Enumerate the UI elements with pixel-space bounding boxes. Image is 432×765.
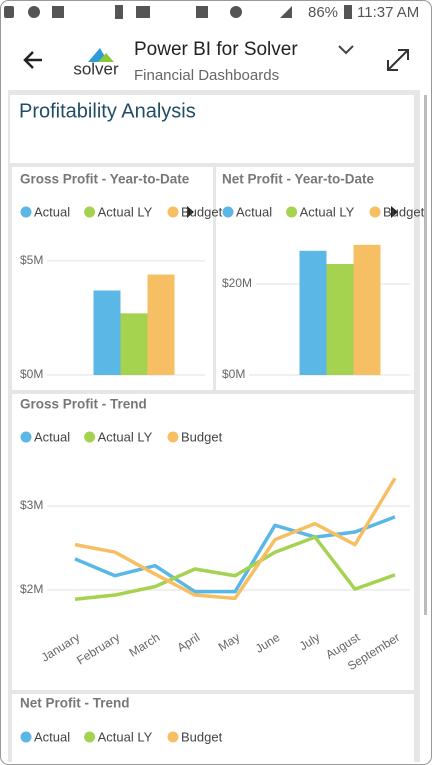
y-tick-label: $0M (222, 367, 245, 381)
logo-text: solver (73, 59, 119, 78)
status-icon (4, 6, 14, 18)
legend-label: Actual (34, 204, 70, 219)
app-title: Power BI for Solver (134, 39, 298, 60)
bar (120, 313, 148, 375)
y-tick-label: $2M (20, 582, 43, 596)
legend-marker (20, 731, 32, 743)
y-tick-label: $5M (20, 253, 43, 267)
legend-label: Budget (181, 429, 223, 444)
legend-marker (84, 206, 96, 218)
legend-marker (84, 731, 96, 743)
legend-label: Actual (236, 204, 272, 219)
legend-marker (20, 431, 32, 443)
legend-marker (167, 206, 179, 218)
battery-icon (344, 5, 352, 19)
status-icon (136, 6, 150, 18)
line-series (74, 477, 397, 601)
battery-level: 86% (308, 4, 338, 21)
title-card (10, 95, 414, 163)
y-tick-label: $0M (20, 367, 43, 381)
expand-button[interactable] (387, 49, 409, 71)
legend-next[interactable] (187, 206, 194, 218)
page-title: Profitability Analysis (19, 100, 196, 122)
dropdown-button[interactable] (338, 45, 354, 55)
bar (147, 274, 175, 375)
legend-marker (222, 206, 234, 218)
status-icon (28, 6, 40, 18)
back-button[interactable] (23, 51, 42, 69)
legend-next[interactable] (391, 206, 398, 218)
bar (299, 250, 327, 375)
logo-mark (98, 53, 114, 62)
legend-label: Actual LY (98, 429, 153, 444)
legend-label: Actual (34, 429, 70, 444)
legend-label: Budget (383, 204, 425, 219)
bar (93, 290, 121, 375)
legend-label: Budget (181, 204, 223, 219)
chart-title: Net Profit - Year-to-Date (222, 172, 375, 187)
line-series (74, 535, 396, 601)
app-header: solver Power BI for Solver Financial Das… (23, 39, 409, 84)
chart-title: Gross Profit - Year-to-Date (20, 172, 190, 187)
status-icon (115, 5, 123, 19)
legend-marker (167, 731, 179, 743)
app-subtitle: Financial Dashboards (134, 67, 279, 84)
signal-icon (280, 6, 292, 18)
bar (326, 263, 354, 375)
chart-card[interactable] (12, 694, 414, 762)
y-tick-label: $3M (20, 498, 43, 512)
line-series (74, 515, 396, 594)
scrollbar (424, 95, 427, 615)
legend-marker (167, 431, 179, 443)
chart-title: Net Profit - Trend (20, 696, 130, 711)
y-tick-label: $20M (222, 276, 252, 290)
legend-marker (84, 431, 96, 443)
status-icon (230, 6, 242, 18)
legend-marker (369, 206, 381, 218)
legend-marker (286, 206, 298, 218)
legend-label: Actual LY (98, 204, 153, 219)
legend-label: Actual (34, 729, 70, 744)
status-icon (196, 6, 208, 18)
status-icon (52, 6, 64, 18)
clock: 11:37 AM (357, 4, 419, 21)
legend-label: Actual LY (98, 729, 153, 744)
legend-label: Budget (181, 729, 223, 744)
legend-label: Actual LY (300, 204, 355, 219)
chart-title: Gross Profit - Trend (20, 397, 147, 412)
status-bar: 86% 11:37 AM (4, 4, 419, 21)
legend-marker (20, 206, 32, 218)
bar (353, 244, 381, 375)
